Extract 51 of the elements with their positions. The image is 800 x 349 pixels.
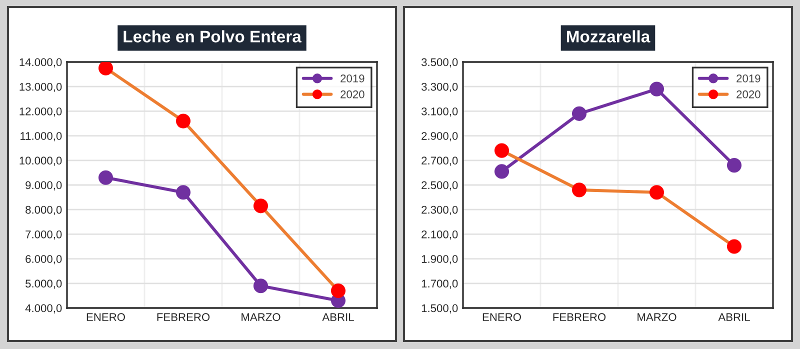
point bbox=[726, 239, 742, 254]
y-tick-label: 5.000,0 bbox=[26, 280, 62, 289]
y-tick-label: 12.000,0 bbox=[20, 107, 62, 117]
legend-label: 2019 bbox=[736, 74, 760, 82]
y-tick-label: 11.000,0 bbox=[20, 132, 62, 142]
point bbox=[330, 283, 346, 298]
x-tick-label: ENERO bbox=[482, 313, 521, 322]
y-tick-label: 8.000,0 bbox=[26, 206, 62, 216]
legend-label: 2020 bbox=[340, 90, 364, 98]
x-tick-label: FEBRERO bbox=[553, 313, 606, 322]
y-tick-label: 2.100,0 bbox=[422, 230, 458, 240]
x-tick-label: ABRIL bbox=[718, 313, 750, 321]
y-tick-label: 3.100,0 bbox=[421, 107, 458, 117]
y-tick-label: 2.500,0 bbox=[422, 181, 458, 190]
y-tick-label: 1.900,0 bbox=[422, 255, 458, 264]
legend-label: 2019 bbox=[340, 74, 364, 82]
x-tick-label: FEBRERO bbox=[157, 313, 210, 322]
y-tick-label: 13.000,0 bbox=[20, 82, 62, 92]
y-tick-label: 7.000,0 bbox=[26, 230, 62, 240]
y-tick-label: 2.700,0 bbox=[422, 156, 458, 166]
y-tick-label: 14.000,0 bbox=[20, 58, 62, 68]
y-tick-label: 6.000,0 bbox=[26, 255, 62, 264]
x-tick-label: ABRIL bbox=[322, 313, 354, 321]
y-tick-label: 1.700,0 bbox=[422, 280, 458, 289]
y-tick-label: 3.500,0 bbox=[421, 58, 458, 68]
point bbox=[253, 278, 268, 294]
point bbox=[98, 62, 114, 76]
point bbox=[98, 170, 114, 185]
point bbox=[649, 82, 664, 96]
y-tick-label: 4.000,0 bbox=[25, 304, 62, 314]
x-tick-label: MARZO bbox=[242, 313, 280, 322]
point bbox=[176, 114, 191, 128]
x-tick-label: ENERO bbox=[86, 313, 125, 322]
point bbox=[726, 158, 742, 173]
point bbox=[572, 182, 587, 198]
x-tick-label: MARZO bbox=[638, 313, 676, 322]
point bbox=[572, 106, 587, 121]
legend-label: 2020 bbox=[736, 90, 760, 98]
y-tick-label: 10.000,0 bbox=[20, 156, 62, 166]
y-tick-label: 1.500,0 bbox=[422, 304, 458, 314]
y-tick-label: 9.000,0 bbox=[26, 181, 62, 190]
y-tick-label: 3.300,0 bbox=[421, 82, 458, 92]
chart-title: Leche en Polvo Entera bbox=[124, 30, 302, 42]
chart-title: Mozzarella bbox=[566, 30, 650, 42]
point bbox=[253, 198, 268, 214]
point bbox=[494, 164, 510, 179]
point bbox=[494, 143, 510, 158]
y-tick-label: 2.300,0 bbox=[422, 206, 458, 216]
y-tick-label: 2.900,0 bbox=[422, 132, 458, 142]
point bbox=[649, 185, 664, 200]
point bbox=[176, 185, 191, 200]
